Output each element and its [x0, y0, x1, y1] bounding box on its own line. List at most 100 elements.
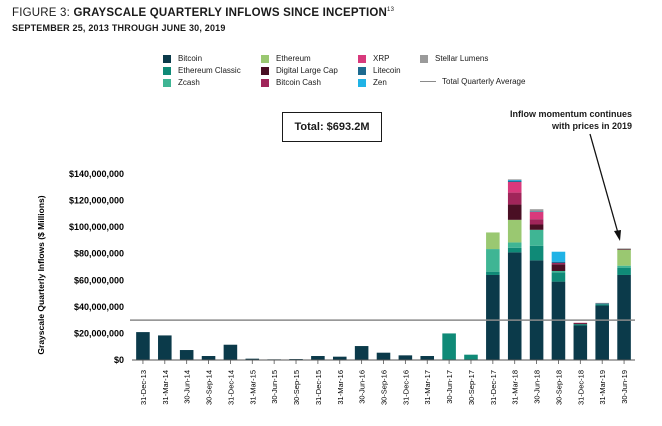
- legend-label: Bitcoin: [178, 54, 203, 63]
- bar-segment-bitcoin: [486, 274, 500, 360]
- legend-item-ethereum: Ethereum: [261, 54, 311, 63]
- bar-segment-litecoin: [507, 180, 522, 182]
- figure-subtitle: SEPTEMBER 25, 2013 THROUGH JUNE 30, 2019: [12, 23, 226, 33]
- legend-label: Litecoin: [373, 66, 401, 75]
- bar-segment-ethereum-classic: [442, 333, 456, 360]
- legend-item-digital-large-cap: Digital Large Cap: [261, 66, 338, 75]
- legend-label: XRP: [373, 54, 390, 63]
- legend-swatch: [358, 78, 366, 87]
- legend-swatch: [358, 66, 366, 75]
- bar-segment-bitcoin-cash: [551, 263, 566, 265]
- bar-segment-bitcoin: [245, 358, 260, 360]
- bar-segment-digital-large-cap: [551, 264, 566, 271]
- legend-swatch: [163, 78, 171, 87]
- legend-label: Bitcoin Cash: [276, 78, 321, 87]
- legend-label: Total Quarterly Average: [442, 77, 526, 86]
- bar-segment-ethereum-classic: [486, 271, 500, 275]
- legend-label: Digital Large Cap: [276, 66, 338, 75]
- annotation-arrow-group: [589, 133, 621, 241]
- x-tick-label: 31-Mar-14: [161, 370, 170, 405]
- bar-segment-litecoin: [595, 303, 609, 305]
- annotation-line-2: with prices in 2019: [551, 121, 632, 131]
- y-tick-label: $20,000,000: [74, 328, 124, 338]
- bar-segment-bitcoin: [420, 356, 435, 360]
- bar-segment-stellar-lumens: [595, 302, 609, 304]
- bar-segment-ethereum-classic: [551, 272, 566, 282]
- bar-segment-bitcoin-cash: [507, 192, 522, 205]
- x-tick-label: 30-Jun-18: [533, 370, 542, 404]
- bar-segment-ethereum-classic: [595, 304, 609, 306]
- y-axis-ticks: $0 $20,000,000 $40,000,000 $60,000,000 $80,0…: [69, 169, 124, 365]
- bar-segment-ethereum-classic: [617, 267, 631, 275]
- bar-segment-ethereum: [507, 219, 522, 243]
- x-tick-label: 30-Jun-19: [620, 370, 629, 404]
- legend-swatch: [261, 54, 269, 63]
- annotation-arrow-head: [614, 230, 621, 241]
- legend-label: Zen: [373, 78, 387, 87]
- bar-segment-zcash: [507, 242, 522, 248]
- bar-segment-ethereum: [617, 249, 631, 266]
- bar-segment-bitcoin: [573, 325, 588, 360]
- bar-segment-zcash: [551, 270, 566, 273]
- y-tick-label: $140,000,000: [69, 169, 124, 179]
- bar-segment-ethereum-classic: [529, 245, 544, 261]
- bar-segment-bitcoin: [376, 352, 391, 360]
- bar-segment-stellar-lumens: [617, 248, 631, 250]
- legend-item-stellar-lumens: Stellar Lumens: [420, 54, 488, 63]
- x-tick-label: 31-Dec-18: [576, 370, 585, 405]
- bar-segment-bitcoin: [223, 344, 238, 360]
- bar-segment-digital-large-cap: [617, 249, 631, 250]
- bar-segment-digital-large-cap: [507, 204, 522, 220]
- x-tick-label: 31-Dec-14: [226, 370, 235, 405]
- bar-segment-bitcoin: [311, 356, 325, 360]
- bar-segment-bitcoin-cash: [573, 322, 588, 324]
- x-axis: 31-Dec-13 31-Mar-14 30-Jun-14 30-Sep-14 31-D…: [132, 359, 635, 405]
- bar-segment-stellar-lumens: [507, 179, 522, 180]
- legend-swatch: [420, 54, 428, 63]
- legend-item-total-quarterly-average: Total Quarterly Average: [420, 77, 525, 86]
- y-tick-label: $0: [114, 355, 124, 365]
- figure-label: FIGURE 3:: [12, 7, 71, 19]
- x-tick-label: 30-Jun-14: [183, 370, 192, 404]
- x-tick-label: 30-Sep-17: [467, 370, 476, 405]
- bar-segment-bitcoin: [595, 305, 609, 360]
- bar-segment-litecoin: [529, 211, 544, 212]
- bar-segment-zcash: [529, 229, 544, 246]
- annotation-line-1: Inflow momentum continues: [509, 109, 632, 119]
- y-axis-label-group: Grayscale Quarterly Inflows ($ Millions): [36, 195, 46, 354]
- annotation-note: Inflow momentum continues with prices in…: [472, 108, 632, 132]
- legend-swatch: [261, 78, 269, 87]
- bars-group: [136, 179, 631, 360]
- bar-segment-zen: [551, 251, 566, 262]
- x-tick-label: 31-Dec-15: [314, 370, 323, 405]
- x-tick-label: 30-Sep-15: [292, 370, 301, 405]
- y-axis-title: Grayscale Quarterly Inflows ($ Millions): [36, 195, 46, 354]
- bar-segment-bitcoin: [398, 355, 413, 360]
- bar-segment-ethereum-classic: [507, 247, 522, 253]
- bar-segment-ethereum-classic: [573, 324, 588, 326]
- x-tick-label: 31-Mar-16: [336, 370, 345, 405]
- figure-title: FIGURE 3: GRAYSCALE QUARTERLY INFLOWS SI…: [12, 7, 394, 19]
- bar-segment-digital-large-cap: [529, 224, 544, 230]
- y-tick-label: $60,000,000: [74, 275, 124, 285]
- x-tick-label: 30-Sep-18: [554, 370, 563, 405]
- bar-segment-bitcoin: [507, 252, 522, 360]
- bar-segment-zcash: [486, 249, 500, 272]
- annotation-arrow-line: [589, 133, 619, 234]
- legend-item-bitcoin: Bitcoin: [163, 54, 202, 63]
- x-tick-label: 30-Jun-16: [358, 370, 367, 404]
- x-tick-label: 31-Mar-17: [423, 370, 432, 405]
- bar-segment-bitcoin: [136, 332, 150, 360]
- legend-swatch: [358, 54, 366, 63]
- bar-segment-digital-large-cap: [573, 323, 588, 325]
- y-tick-label: $40,000,000: [74, 302, 124, 312]
- bar-segment-zen: [507, 179, 522, 181]
- bar-segment-bitcoin: [158, 335, 172, 360]
- figure-title-text: GRAYSCALE QUARTERLY INFLOWS SINCE INCEPT…: [73, 7, 388, 19]
- y-tick-label: $80,000,000: [74, 249, 124, 259]
- legend-item-zen: Zen: [358, 78, 387, 87]
- bar-segment-zcash: [617, 265, 631, 268]
- legend-line: [420, 81, 436, 82]
- legend-swatch: [163, 66, 171, 75]
- bar-segment-bitcoin: [354, 346, 369, 360]
